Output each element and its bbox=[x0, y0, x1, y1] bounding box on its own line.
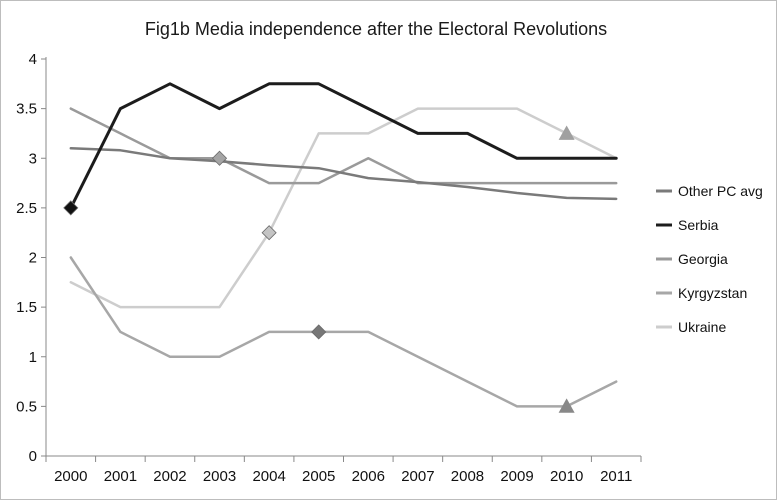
y-tick-label: 0 bbox=[29, 448, 37, 465]
x-tick-label: 2011 bbox=[600, 468, 632, 485]
y-tick-label: 1 bbox=[29, 349, 37, 366]
x-tick-label: 2007 bbox=[401, 468, 434, 485]
x-tick-label: 2010 bbox=[550, 468, 583, 485]
marker-ukraine bbox=[558, 125, 575, 140]
y-tick-label: 3.5 bbox=[16, 101, 37, 118]
marker-georgia bbox=[211, 150, 228, 166]
legend-label-ukraine: Ukraine bbox=[678, 319, 726, 335]
marker-ukraine bbox=[261, 225, 277, 241]
x-tick-label: 2008 bbox=[451, 468, 484, 485]
legend-label-serbia: Serbia bbox=[678, 217, 719, 233]
series-line-ukraine bbox=[69, 107, 618, 309]
x-tick-label: 2006 bbox=[352, 468, 385, 485]
y-tick-label: 0.5 bbox=[16, 398, 37, 415]
x-tick-label: 2001 bbox=[104, 468, 137, 485]
x-tick-label: 2002 bbox=[153, 468, 186, 485]
y-tick-label: 3 bbox=[29, 150, 37, 167]
series-line-other-pc-avg bbox=[69, 147, 618, 201]
x-tick-label: 2000 bbox=[54, 468, 87, 485]
y-tick-label: 4 bbox=[29, 51, 37, 68]
series-line-kyrgyzstan bbox=[69, 256, 618, 408]
chart-title: Fig1b Media independence after the Elect… bbox=[144, 19, 608, 39]
marker-kyrgyzstan bbox=[558, 398, 575, 413]
x-tick-label: 2009 bbox=[500, 468, 533, 485]
marker-serbia bbox=[63, 200, 79, 216]
marker-kyrgyzstan bbox=[311, 324, 327, 340]
y-tick-label: 2.5 bbox=[16, 200, 37, 217]
y-tick-label: 2 bbox=[29, 250, 37, 267]
legend-label-other-pc-avg: Other PC avg bbox=[678, 183, 763, 199]
series-line-serbia bbox=[69, 82, 618, 210]
legend-label-georgia: Georgia bbox=[678, 251, 728, 267]
y-tick-label: 1.5 bbox=[16, 299, 37, 316]
series-line-georgia bbox=[69, 107, 618, 185]
x-tick-label: 2005 bbox=[302, 468, 335, 485]
x-tick-label: 2004 bbox=[252, 468, 285, 485]
legend-label-kyrgyzstan: Kyrgyzstan bbox=[678, 285, 747, 301]
x-tick-label: 2003 bbox=[203, 468, 236, 485]
